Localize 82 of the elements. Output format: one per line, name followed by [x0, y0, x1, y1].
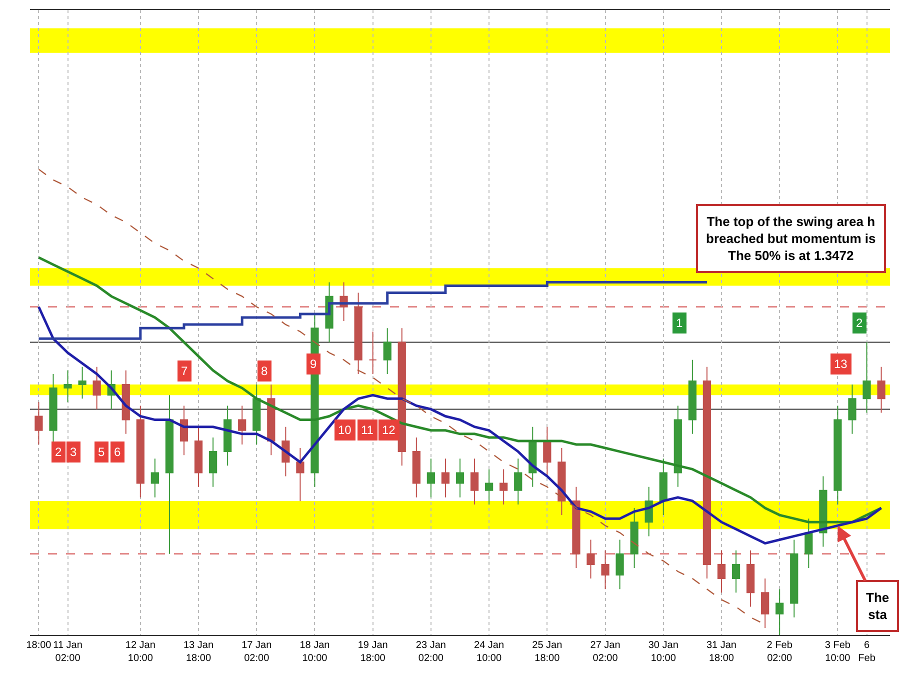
annotation: 3 [70, 445, 77, 459]
candlestick [238, 405, 246, 445]
x-tick-label: 27 Jan 02:00 [590, 640, 620, 664]
candlestick [368, 331, 377, 374]
candlestick [64, 370, 72, 403]
candlestick [484, 468, 494, 505]
candlestick [354, 292, 362, 374]
annotation: 2 [55, 445, 62, 459]
candlestick [616, 539, 624, 590]
candlestick [150, 458, 159, 498]
candlestick [586, 539, 595, 580]
candlestick [732, 550, 740, 594]
x-tick-label: 30 Jan 10:00 [648, 640, 678, 664]
candlestick [267, 384, 276, 456]
annotation: 6 [114, 445, 121, 459]
annotation: 7 [181, 364, 188, 378]
annotation: 9 [310, 357, 317, 371]
candlestick [383, 328, 392, 374]
candlestick [441, 458, 450, 498]
candlestick [702, 366, 712, 580]
x-tick-label: 13 Jan 18:00 [183, 640, 214, 664]
candlestick [659, 458, 668, 516]
candlestick [746, 550, 755, 608]
candlestick [543, 426, 552, 477]
candlestick [688, 359, 696, 434]
candlestick [717, 550, 726, 594]
candlestick [165, 394, 174, 554]
annotation: 12 [382, 423, 396, 437]
x-tick-label: 12 Jan 10:00 [125, 640, 156, 664]
candlestick [776, 588, 784, 635]
x-tick-label: 2 Feb 02:00 [766, 640, 793, 664]
annotation: 11 [361, 423, 374, 437]
x-tick-label: 31 Jan 18:00 [706, 640, 737, 664]
x-tick-label: 25 Jan 18:00 [532, 640, 562, 664]
x-tick-label: 11 Jan 02:00 [53, 640, 82, 664]
candlestick [630, 508, 638, 568]
candlestick [92, 366, 101, 410]
candlestick [426, 458, 436, 498]
candlestick [252, 384, 261, 445]
annotation: 2 [856, 316, 863, 330]
candlestick [78, 366, 86, 400]
x-tick-label: 3 Feb 10:00 [824, 640, 851, 664]
candlestick [412, 436, 420, 498]
candlestick [804, 518, 813, 568]
candlestick [819, 476, 828, 548]
candlestick [224, 405, 232, 466]
candlestick [296, 448, 304, 502]
x-tick-label: 23 Jan 02:00 [416, 640, 446, 664]
candlestick [877, 366, 886, 414]
candlestick [194, 426, 203, 488]
candlestick [456, 458, 464, 498]
x-tick-label: 19 Jan 18:00 [358, 640, 388, 664]
candlestick [500, 468, 508, 505]
annotation: 13 [834, 357, 848, 371]
annotation: 8 [261, 364, 268, 378]
text: The top of the swing area h breached but momentum is The 50% is at 1.3472 [706, 214, 876, 263]
x-tick-label: 18:00 [26, 640, 52, 651]
candlestick [208, 436, 218, 488]
candlestick [790, 539, 798, 618]
candlestick [180, 405, 188, 456]
candlestick [514, 458, 522, 505]
candlestick [761, 578, 770, 628]
candlestick [398, 328, 406, 466]
candlestick [601, 550, 610, 590]
candlestick [674, 405, 682, 488]
x-tick-label: 6 Feb [858, 640, 876, 664]
candlestick [572, 486, 580, 568]
candlestick [644, 486, 653, 537]
candlestick [34, 402, 43, 445]
annotation: 1 [676, 316, 683, 330]
candlestick [136, 405, 144, 498]
annotation: 5 [98, 445, 105, 459]
x-tick-label: 17 Jan 02:00 [242, 640, 272, 664]
annotation: The sta [866, 590, 890, 622]
candlestick [470, 458, 479, 505]
x-tick-label: 18 Jan 10:00 [300, 640, 330, 664]
x-tick-label: 24 Jan 10:00 [474, 640, 504, 664]
annotation: 10 [338, 423, 352, 437]
candlestick [848, 384, 856, 434]
candlestick [862, 342, 871, 414]
candlestick [834, 405, 842, 505]
candlestick [122, 370, 130, 434]
